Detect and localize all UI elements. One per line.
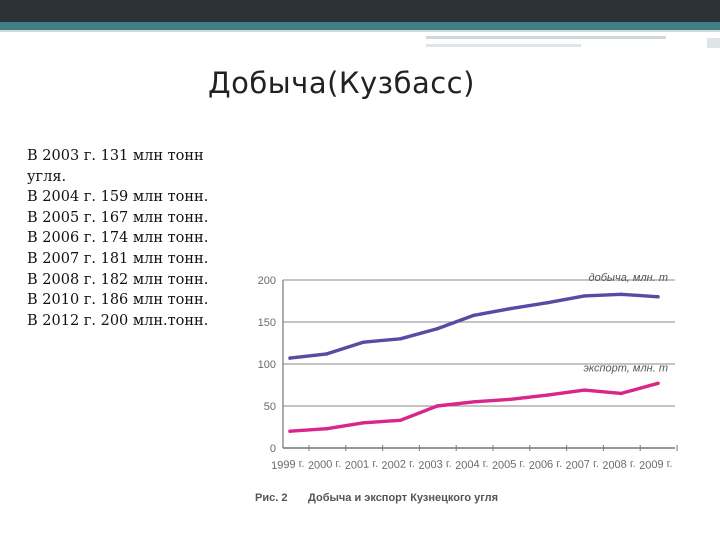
data-point	[472, 313, 476, 317]
text-line: В 2012 г. 200 млн.тонн.	[27, 312, 209, 329]
data-point	[509, 397, 513, 401]
text-line: угля.	[27, 168, 67, 185]
slide-title: Добыча(Кузбасс)	[208, 66, 475, 100]
chart-caption-text: Добыча и экспорт Кузнецкого угля	[308, 492, 498, 504]
x-tick-label: 2005 г.	[492, 458, 526, 472]
data-point	[288, 356, 292, 360]
data-point	[472, 400, 476, 404]
slide-top-bar	[0, 0, 720, 22]
decorative-bar	[426, 44, 581, 47]
y-tick-label: 0	[270, 443, 276, 455]
series-label: экспорт, млн. т	[584, 362, 669, 374]
y-axis-ticks: 0 50 100 150 200	[258, 275, 276, 455]
production-text-list: В 2003 г. 131 млн тонн угля. В 2004 г. 1…	[27, 146, 237, 331]
data-point	[435, 327, 439, 331]
data-point	[619, 292, 623, 296]
x-axis-ticks: 1999 г. 2000 г. 2001 г. 2002 г. 2003 г. 2004 …	[271, 445, 678, 472]
data-point	[656, 295, 660, 299]
data-point	[435, 404, 439, 408]
data-point	[545, 300, 550, 305]
x-tick-label: 2000 г.	[308, 458, 342, 472]
text-line: В 2004 г. 159 млн тонн.	[27, 189, 209, 206]
data-point	[509, 306, 513, 311]
text-line: В 2005 г. 167 млн тонн.	[27, 209, 209, 226]
x-tick-label: 2003 г.	[418, 458, 452, 472]
slide-divider-line	[0, 30, 720, 32]
data-point	[361, 421, 366, 425]
x-tick-label: 2001 г.	[344, 458, 378, 472]
data-point	[398, 418, 403, 422]
text-line: В 2003 г. 131 млн тонн	[27, 148, 204, 164]
data-point	[582, 388, 587, 392]
data-point	[582, 294, 587, 298]
y-tick-label: 200	[258, 275, 276, 287]
decorative-bar	[707, 38, 720, 48]
series-labels: добыча, млн. т экспорт, млн. т	[584, 272, 669, 375]
series-line	[288, 292, 660, 360]
chart-caption-prefix: Рис. 2	[255, 492, 287, 504]
series-label: добыча, млн. т	[589, 272, 668, 284]
data-point	[656, 381, 660, 386]
x-tick-label: 2007 г.	[565, 458, 599, 472]
text-line: В 2007 г. 181 млн тонн.	[27, 250, 209, 267]
y-tick-label: 100	[258, 359, 276, 371]
data-point	[325, 352, 329, 356]
x-tick-label: 2009 г.	[639, 458, 673, 472]
slide-accent-stripe	[0, 22, 720, 30]
data-point	[398, 337, 403, 341]
decorative-bar	[426, 36, 666, 39]
data-point	[288, 429, 292, 433]
series-lines	[288, 292, 660, 433]
data-point	[361, 340, 366, 344]
coal-line-chart: 0 50 100 150 200 1999 г. 2000 г. 2001 г. 2002 г…	[255, 272, 678, 504]
x-tick-label: 2002 г.	[381, 458, 415, 472]
y-tick-label: 150	[258, 317, 276, 329]
text-line: В 2006 г. 174 млн тонн.	[27, 230, 209, 247]
x-tick-label: 2008 г.	[602, 458, 636, 472]
text-line: В 2010 г. 186 млн тонн.	[27, 292, 209, 309]
x-tick-label: 2004 г.	[455, 458, 489, 472]
y-tick-label: 50	[264, 401, 276, 413]
x-tick-label: 2006 г.	[528, 458, 562, 472]
data-point	[619, 391, 623, 396]
text-line: В 2008 г. 182 млн тонн.	[27, 271, 209, 288]
x-tick-label: 1999 г.	[271, 458, 305, 472]
data-point	[545, 393, 550, 397]
grid-lines	[282, 279, 675, 449]
series-line	[288, 381, 660, 433]
data-point	[325, 426, 329, 431]
